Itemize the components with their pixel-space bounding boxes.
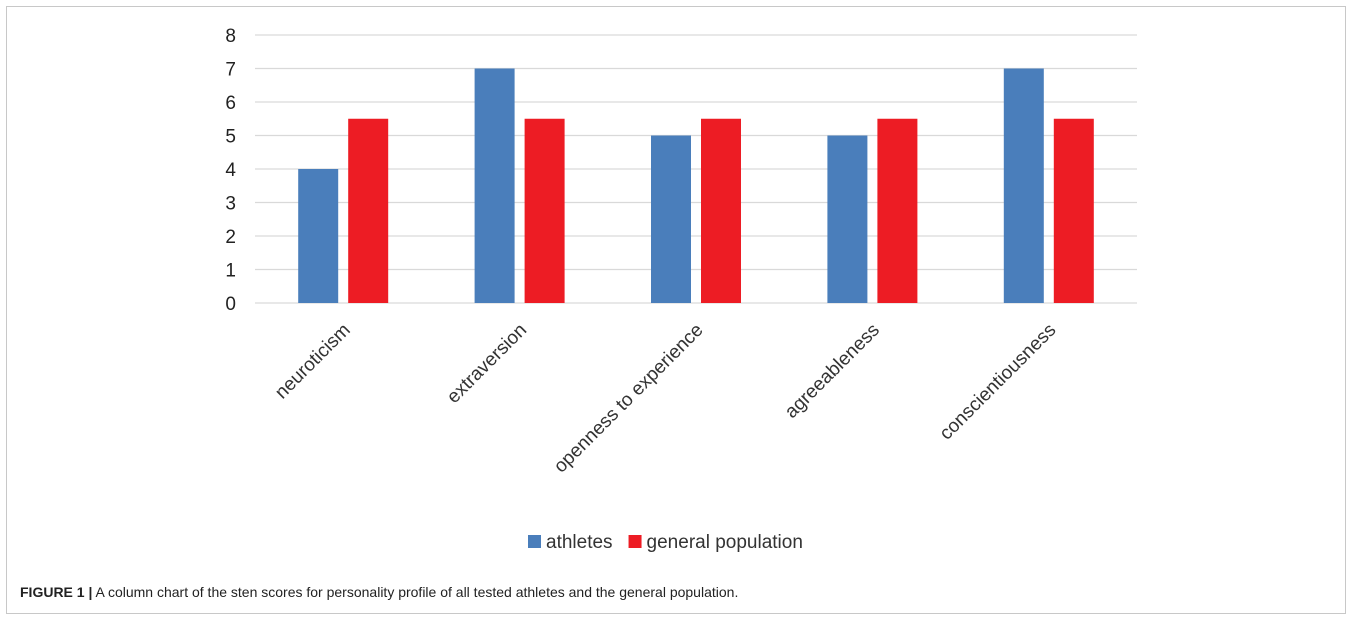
y-tick-label: 6: [225, 93, 236, 114]
bar-athletes: [474, 68, 515, 303]
bar-general-population: [1053, 118, 1094, 303]
figure-caption-label: FIGURE 1 |: [20, 584, 93, 600]
x-category-label: agreeableness: [781, 320, 884, 423]
column-chart: 0 1 2 3 4 5 6 7 8 neuroticism extraversion openness…: [225, 26, 1137, 553]
legend-label: athletes: [546, 532, 613, 553]
x-category-label: extraversion: [443, 320, 531, 408]
y-tick-label: 8: [225, 26, 236, 47]
bar-general-population: [348, 118, 389, 303]
figure-frame-top: [6, 6, 1346, 7]
legend-swatch: [628, 535, 642, 548]
figure-caption: FIGURE 1 | A column chart of the sten sc…: [20, 584, 738, 600]
legend-label: general population: [647, 532, 803, 553]
x-category-label: openness to experience: [550, 320, 708, 478]
bar-general-population: [701, 118, 741, 303]
bar-athletes: [651, 135, 691, 303]
figure-frame: [6, 6, 1346, 614]
bar-general-population: [877, 118, 918, 303]
bar-athletes: [298, 169, 339, 303]
x-category-label: conscientiousness: [936, 320, 1061, 445]
y-tick-label: 4: [225, 160, 236, 181]
y-tick-label: 3: [225, 194, 236, 215]
y-tick-label: 7: [225, 60, 236, 81]
bar-general-population: [524, 118, 565, 303]
bar-athletes: [827, 135, 868, 303]
y-tick-label: 2: [225, 227, 236, 248]
y-tick-label: 1: [225, 261, 236, 282]
bar-athletes: [1003, 68, 1044, 303]
x-category-label: neuroticism: [271, 320, 355, 404]
legend-swatch: [528, 535, 541, 548]
y-tick-label: 5: [225, 127, 236, 148]
y-tick-label: 0: [225, 294, 236, 315]
figure-caption-text: A column chart of the sten scores for pe…: [95, 584, 739, 600]
